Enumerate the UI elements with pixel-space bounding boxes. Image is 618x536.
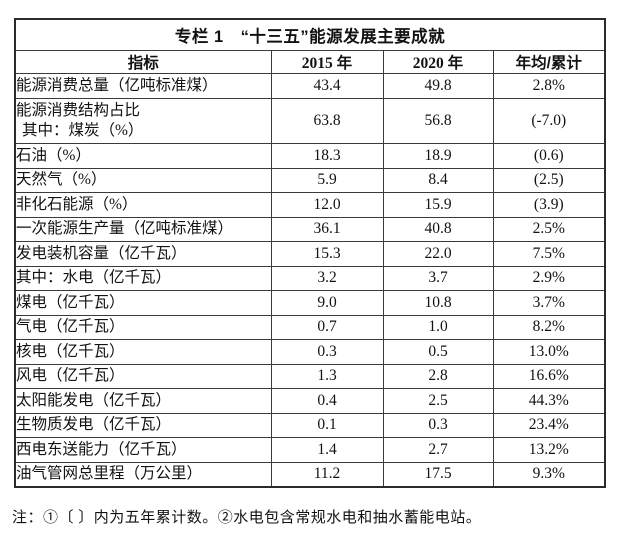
value-2015-cell: 12.0 bbox=[270, 192, 384, 218]
table-row: 能源消费结构占比 其中：煤炭（%） 63.8 56.8 (-7.0) bbox=[14, 97, 606, 144]
column-header-2020: 2020 年 bbox=[382, 50, 494, 74]
table-row: 油气管网总里程（万公里） 11.2 17.5 9.3% bbox=[14, 461, 606, 488]
value-2020-cell: 15.9 bbox=[382, 192, 494, 218]
value-2015-cell: 11.2 bbox=[270, 461, 384, 488]
value-2020-cell: 56.8 bbox=[382, 97, 494, 144]
table-row: 生物质发电（亿千瓦） 0.1 0.3 23.4% bbox=[14, 412, 606, 438]
value-2020-cell: 2.5 bbox=[382, 388, 494, 414]
value-2020-cell: 40.8 bbox=[382, 216, 494, 242]
value-2015-cell: 1.3 bbox=[270, 363, 384, 389]
footnote: 注：①〔 〕内为五年累计数。②水电包含常规水电和抽水蓄能电站。 bbox=[12, 510, 482, 526]
table-row: 西电东送能力（亿千瓦） 1.4 2.7 13.2% bbox=[14, 437, 606, 463]
value-avg-cell: (0.6) bbox=[492, 143, 606, 169]
indicator-line-2: 其中：煤炭（%） bbox=[22, 121, 144, 139]
value-2015-cell: 36.1 bbox=[270, 216, 384, 242]
value-2015-cell: 0.3 bbox=[270, 339, 384, 365]
table-row: 风电（亿千瓦） 1.3 2.8 16.6% bbox=[14, 363, 606, 389]
value-avg-cell: 2.9% bbox=[492, 265, 606, 291]
indicator-cell: 其中：水电（亿千瓦） bbox=[14, 265, 272, 291]
indicator-cell: 风电（亿千瓦） bbox=[14, 363, 272, 389]
table-row: 其中：水电（亿千瓦） 3.2 3.7 2.9% bbox=[14, 265, 606, 291]
indicator-line-1: 能源消费结构占比 bbox=[16, 101, 141, 119]
value-avg-cell: 13.0% bbox=[492, 339, 606, 365]
value-2015-cell: 3.2 bbox=[270, 265, 384, 291]
value-avg-cell: 2.5% bbox=[492, 216, 606, 242]
table-row: 气电（亿千瓦） 0.7 1.0 8.2% bbox=[14, 314, 606, 340]
value-2015-cell: 0.1 bbox=[270, 412, 384, 438]
value-2020-cell: 10.8 bbox=[382, 290, 494, 316]
column-header-2015: 2015 年 bbox=[270, 50, 384, 74]
value-2020-cell: 18.9 bbox=[382, 143, 494, 169]
table-title-row: 专栏 1 “十三五”能源发展主要成就 bbox=[14, 18, 606, 51]
table-row: 核电（亿千瓦） 0.3 0.5 13.0% bbox=[14, 339, 606, 365]
value-avg-cell: 7.5% bbox=[492, 241, 606, 267]
indicator-cell: 核电（亿千瓦） bbox=[14, 339, 272, 365]
column-header-indicator: 指标 bbox=[14, 50, 272, 74]
value-2015-cell: 0.4 bbox=[270, 388, 384, 414]
indicator-cell: 非化石能源（%） bbox=[14, 192, 272, 218]
table-row: 一次能源生产量（亿吨标准煤） 36.1 40.8 2.5% bbox=[14, 216, 606, 242]
energy-achievements-table-container: 专栏 1 “十三五”能源发展主要成就 指标 2015 年 2020 年 年均/累… bbox=[14, 18, 607, 488]
value-avg-cell: 23.4% bbox=[492, 412, 606, 438]
table-row: 天然气（%） 5.9 8.4 (2.5) bbox=[14, 167, 606, 193]
value-2015-cell: 43.4 bbox=[270, 73, 384, 99]
indicator-cell: 气电（亿千瓦） bbox=[14, 314, 272, 340]
value-2015-cell: 15.3 bbox=[270, 241, 384, 267]
value-avg-cell: 2.8% bbox=[492, 73, 606, 99]
value-avg-cell: (2.5) bbox=[492, 167, 606, 193]
table-row: 非化石能源（%） 12.0 15.9 (3.9) bbox=[14, 192, 606, 218]
value-2015-cell: 63.8 bbox=[270, 97, 384, 144]
value-2015-cell: 1.4 bbox=[270, 437, 384, 463]
value-2020-cell: 2.7 bbox=[382, 437, 494, 463]
indicator-cell: 发电装机容量（亿千瓦） bbox=[14, 241, 272, 267]
table-row: 石油（%） 18.3 18.9 (0.6) bbox=[14, 143, 606, 169]
value-2020-cell: 17.5 bbox=[382, 461, 494, 488]
value-avg-cell: (-7.0) bbox=[492, 97, 606, 144]
table-header-row: 指标 2015 年 2020 年 年均/累计 bbox=[14, 50, 606, 74]
value-2020-cell: 49.8 bbox=[382, 73, 494, 99]
indicator-cell: 煤电（亿千瓦） bbox=[14, 290, 272, 316]
value-2020-cell: 0.5 bbox=[382, 339, 494, 365]
value-2020-cell: 22.0 bbox=[382, 241, 494, 267]
value-2020-cell: 3.7 bbox=[382, 265, 494, 291]
table-row: 发电装机容量（亿千瓦） 15.3 22.0 7.5% bbox=[14, 241, 606, 267]
indicator-cell: 太阳能发电（亿千瓦） bbox=[14, 388, 272, 414]
value-avg-cell: (3.9) bbox=[492, 192, 606, 218]
indicator-cell: 能源消费总量（亿吨标准煤） bbox=[14, 73, 272, 99]
value-2015-cell: 0.7 bbox=[270, 314, 384, 340]
table-row: 太阳能发电（亿千瓦） 0.4 2.5 44.3% bbox=[14, 388, 606, 414]
indicator-cell: 石油（%） bbox=[14, 143, 272, 169]
value-avg-cell: 16.6% bbox=[492, 363, 606, 389]
energy-achievements-table: 专栏 1 “十三五”能源发展主要成就 指标 2015 年 2020 年 年均/累… bbox=[14, 18, 607, 488]
indicator-cell: 西电东送能力（亿千瓦） bbox=[14, 437, 272, 463]
value-2020-cell: 2.8 bbox=[382, 363, 494, 389]
value-2015-cell: 9.0 bbox=[270, 290, 384, 316]
indicator-cell: 生物质发电（亿千瓦） bbox=[14, 412, 272, 438]
indicator-cell: 油气管网总里程（万公里） bbox=[14, 461, 272, 488]
value-avg-cell: 8.2% bbox=[492, 314, 606, 340]
value-2020-cell: 0.3 bbox=[382, 412, 494, 438]
value-2020-cell: 1.0 bbox=[382, 314, 494, 340]
column-header-avg-cumulative: 年均/累计 bbox=[492, 50, 606, 74]
indicator-cell: 一次能源生产量（亿吨标准煤） bbox=[14, 216, 272, 242]
indicator-cell: 能源消费结构占比 其中：煤炭（%） bbox=[14, 97, 272, 144]
table-title: 专栏 1 “十三五”能源发展主要成就 bbox=[14, 18, 606, 51]
value-2015-cell: 18.3 bbox=[270, 143, 384, 169]
indicator-cell: 天然气（%） bbox=[14, 167, 272, 193]
value-avg-cell: 44.3% bbox=[492, 388, 606, 414]
value-2020-cell: 8.4 bbox=[382, 167, 494, 193]
value-avg-cell: 9.3% bbox=[492, 461, 606, 488]
value-2015-cell: 5.9 bbox=[270, 167, 384, 193]
table-row: 煤电（亿千瓦） 9.0 10.8 3.7% bbox=[14, 290, 606, 316]
table-row: 能源消费总量（亿吨标准煤） 43.4 49.8 2.8% bbox=[14, 73, 606, 99]
value-avg-cell: 13.2% bbox=[492, 437, 606, 463]
value-avg-cell: 3.7% bbox=[492, 290, 606, 316]
